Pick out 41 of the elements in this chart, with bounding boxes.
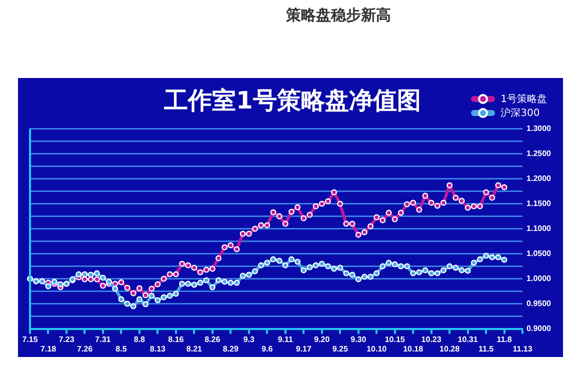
- chart-title: 工作室1号策略盘净值图: [163, 86, 421, 115]
- x-tick-label: 10.10: [366, 344, 388, 354]
- y-tick-label: 0.9500: [526, 299, 552, 308]
- y-tick-label: 1.1000: [526, 224, 552, 234]
- y-tick-label: 1.0000: [526, 274, 552, 284]
- x-tick-label: 8.13: [150, 344, 166, 354]
- x-tick-label: 8.8: [134, 334, 146, 344]
- x-tick-label: 10.23: [421, 334, 442, 344]
- x-tick-label: 11.8: [496, 334, 512, 344]
- x-tick-label: 9.30: [350, 334, 367, 344]
- x-tick-label: 7.18: [40, 344, 57, 354]
- legend-label: 沪深300: [500, 106, 540, 120]
- x-tick-label: 9.6: [262, 344, 274, 354]
- x-tick-label: 8.29: [222, 344, 239, 354]
- x-tick-label: 7.23: [58, 334, 75, 344]
- x-tick-label: 8.26: [204, 334, 221, 344]
- x-tick-label: 8.5: [116, 344, 128, 354]
- y-tick-label: 1.0500: [526, 249, 552, 258]
- x-tick-label: 10.15: [384, 334, 406, 344]
- y-tick-label: 1.1500: [526, 199, 552, 208]
- x-tick-label: 9.11: [278, 334, 294, 344]
- x-tick-label: 9.17: [296, 344, 312, 354]
- x-tick-label: 7.15: [22, 334, 38, 344]
- text: 策略盘稳步新高: [285, 6, 392, 25]
- x-tick-label: 10.31: [458, 334, 478, 344]
- x-tick-label: 9.3: [243, 334, 256, 344]
- y-tick-label: 1.2500: [526, 149, 552, 158]
- legend-label: 1号策略盘: [500, 93, 547, 106]
- x-tick-label: 10.28: [440, 344, 460, 354]
- y-tick-label: 1.3000: [526, 124, 552, 134]
- x-tick-label: 7.26: [76, 344, 94, 354]
- x-tick-label: 8.16: [168, 334, 184, 344]
- x-tick-label: 8.21: [186, 344, 203, 354]
- x-tick-label: 9.25: [332, 344, 348, 354]
- x-tick-label: 9.20: [314, 334, 330, 344]
- y-tick-label: 1.2000: [526, 174, 552, 184]
- y-tick-label: 0.9000: [526, 324, 552, 334]
- x-tick-label: 10.18: [403, 344, 424, 354]
- x-tick-label: 11.13: [512, 344, 533, 354]
- x-tick-label: 7.31: [95, 334, 112, 344]
- x-tick-label: 11.5: [478, 344, 494, 354]
